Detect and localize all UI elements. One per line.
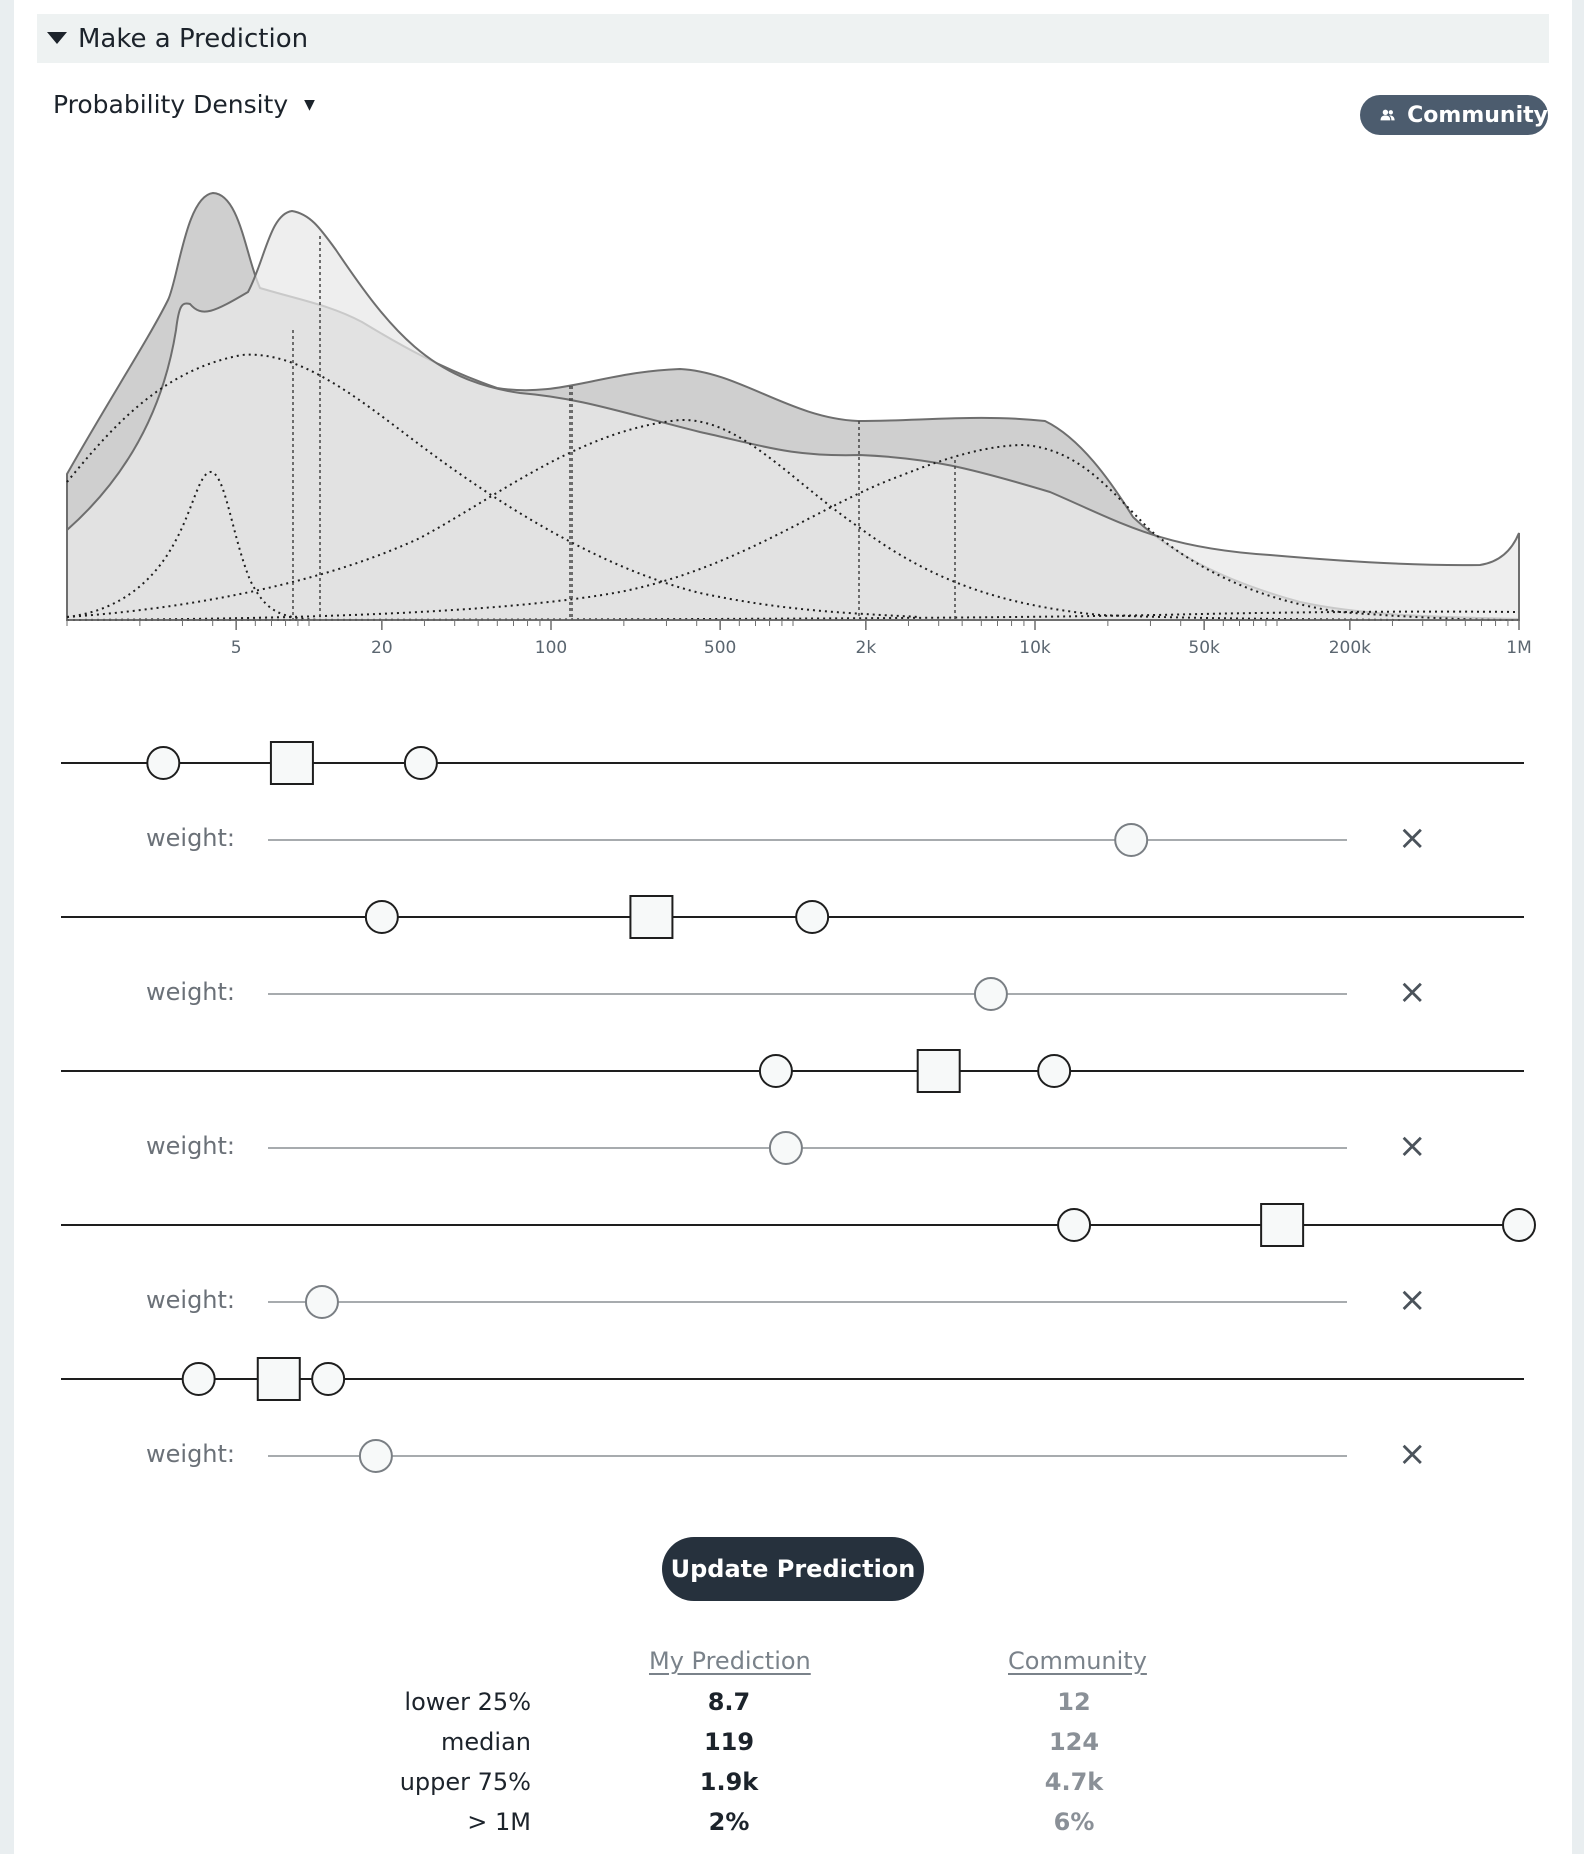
summary-row-label: median — [441, 1728, 531, 1756]
summary-community-value: 12 — [1057, 1688, 1091, 1716]
component-2-high-handle[interactable] — [795, 900, 830, 934]
weight-slider-thumb[interactable] — [358, 1439, 393, 1473]
community-toggle-button[interactable]: Community — [1360, 95, 1548, 135]
x-axis-tick-labels: 5 20 100 500 2k 10k 50k 200k 1M — [231, 638, 1532, 658]
component-2-curve — [66, 418, 1401, 621]
section-title: Make a Prediction — [78, 24, 309, 54]
x-axis-tick-label: 200k — [1329, 638, 1371, 658]
summary-row-label: lower 25% — [404, 1688, 531, 1716]
view-mode-label: Probability Density — [53, 90, 289, 119]
summary-row-label: upper 75% — [399, 1768, 531, 1796]
weight-label: weight: — [146, 1286, 236, 1314]
remove-component-4-icon[interactable]: × — [1398, 1280, 1427, 1320]
collapse-triangle-icon[interactable] — [47, 32, 67, 44]
x-axis-tick-label: 1M — [1506, 638, 1531, 658]
weight-label: weight: — [146, 1440, 236, 1468]
weight-label: weight: — [146, 978, 236, 1006]
community-header[interactable]: Community — [1008, 1647, 1147, 1675]
summary-my-value: 119 — [703, 1728, 755, 1756]
x-axis-tick-label: 50k — [1188, 638, 1220, 658]
remove-component-2-icon[interactable]: × — [1398, 972, 1427, 1012]
distribution-components — [61, 741, 1536, 1401]
remove-component-3-icon[interactable]: × — [1398, 1126, 1427, 1166]
summary-community-value: 124 — [1048, 1728, 1100, 1756]
summary-my-value: 1.9k — [699, 1768, 759, 1796]
users-icon — [1380, 109, 1395, 121]
section-header[interactable]: Make a Prediction — [37, 14, 1549, 63]
x-axis-tick-label: 2k — [856, 638, 877, 658]
component-1-low-handle[interactable] — [146, 746, 181, 780]
weight-slider-thumb[interactable] — [973, 977, 1008, 1011]
component-1-high-handle[interactable] — [403, 746, 438, 780]
x-axis-tick-label: 10k — [1019, 638, 1051, 658]
remove-component-5-icon[interactable]: × — [1398, 1434, 1427, 1474]
weight-label: weight: — [146, 824, 236, 852]
remove-component-1-icon[interactable]: × — [1398, 818, 1427, 858]
x-axis-tick-label: 500 — [704, 638, 736, 658]
x-axis-tick-label: 5 — [231, 638, 242, 658]
component-3-high-handle[interactable] — [1037, 1054, 1072, 1088]
weight-slider-3[interactable] — [260, 1128, 1360, 1168]
x-axis-tick-label: 100 — [535, 638, 567, 658]
component-3-center-handle[interactable] — [916, 1049, 961, 1093]
component-5-high-handle[interactable] — [311, 1362, 346, 1396]
x-axis-ticks — [66, 620, 1520, 630]
weight-slider-2[interactable] — [260, 974, 1360, 1014]
component-4-high-handle[interactable] — [1502, 1208, 1536, 1242]
component-5-curve — [66, 471, 321, 621]
plot-area: 5 20 100 500 2k 10k 50k 200k 1M — [66, 191, 1532, 658]
component-5-low-handle[interactable] — [181, 1362, 216, 1396]
summary-my-value: 2% — [708, 1808, 750, 1836]
probability-density-chart: 5 20 100 500 2k 10k 50k 200k 1M — [61, 191, 1536, 1401]
component-1-center-handle[interactable] — [269, 741, 314, 785]
component-3-low-handle[interactable] — [758, 1054, 793, 1088]
component-5-center-handle[interactable] — [256, 1357, 301, 1401]
weight-slider-thumb[interactable] — [1114, 823, 1149, 857]
update-prediction-button[interactable]: Update Prediction — [662, 1537, 924, 1601]
view-mode-dropdown[interactable]: Probability Density ▼ — [53, 90, 315, 119]
x-axis-tick-label: 20 — [371, 638, 393, 658]
community-toggle-label: Community — [1407, 102, 1548, 128]
weight-slider-thumb[interactable] — [304, 1285, 339, 1319]
summary-row-label: > 1M — [467, 1808, 531, 1836]
summary-community-value: 6% — [1053, 1808, 1095, 1836]
component-4-low-handle[interactable] — [1057, 1208, 1092, 1242]
summary-my-value: 8.7 — [707, 1688, 751, 1716]
component-2-center-handle[interactable] — [629, 895, 674, 939]
component-2-low-handle[interactable] — [364, 900, 399, 934]
weight-slider-1[interactable] — [260, 820, 1360, 860]
summary-community-value: 4.7k — [1044, 1768, 1104, 1796]
weight-slider-thumb[interactable] — [768, 1131, 803, 1165]
weight-label: weight: — [146, 1132, 236, 1160]
component-1-curve — [66, 353, 921, 618]
my-prediction-header[interactable]: My Prediction — [649, 1647, 811, 1675]
weight-slider-4[interactable] — [260, 1282, 1360, 1322]
chevron-down-icon: ▼ — [304, 96, 315, 113]
component-4-center-handle[interactable] — [1260, 1203, 1305, 1247]
my-prediction-density-area — [66, 209, 1520, 621]
weight-slider-5[interactable] — [260, 1436, 1360, 1476]
